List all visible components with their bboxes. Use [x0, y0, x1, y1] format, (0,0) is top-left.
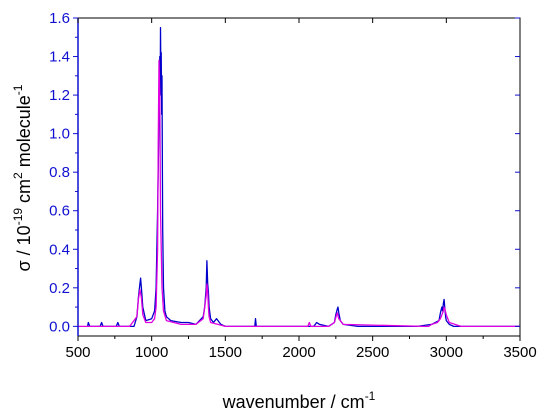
x-axis-label-sup: -1: [365, 389, 376, 403]
x-tick-label: 1000: [135, 344, 168, 361]
x-tick-label: 3500: [503, 344, 536, 361]
y-tick-label: 1.4: [49, 49, 70, 66]
y-tick-label: 1.0: [49, 126, 70, 143]
x-tick-label: 3000: [430, 344, 463, 361]
y-label-sup-3: -1: [11, 84, 25, 95]
y-label-part-2: cm: [14, 179, 34, 208]
y-tick-label: 1.2: [49, 87, 70, 104]
y-axis-label: σ / 10-19 cm2 molecule-1: [11, 84, 34, 271]
y-label-part-1: σ / 10: [14, 225, 34, 271]
x-tick-label: 2000: [282, 344, 315, 361]
series-line-2: [78, 59, 520, 328]
plot-frame: [77, 17, 521, 337]
y-tick-label: 0.4: [49, 241, 70, 258]
x-tick-label: 1500: [209, 344, 242, 361]
y-label-sup-1: -19: [11, 208, 25, 226]
y-label-sup-2: 2: [11, 172, 25, 179]
series-line-1: [86, 26, 520, 328]
x-tick-label: 2500: [356, 344, 389, 361]
y-axis-ticks: 0.0 0.2 0.4 0.6 0.8 1.0 1.2 1.4 1.6: [49, 10, 520, 335]
y-tick-label: 0.6: [49, 203, 70, 220]
series-layer: [78, 26, 520, 328]
x-axis-label: wavenumber / cm-1: [222, 389, 376, 412]
x-axis-ticks: 500 1000 1500 2000 2500 3000 3500: [65, 18, 537, 361]
y-tick-label: 0.2: [49, 280, 70, 297]
x-axis-label-text: wavenumber / cm: [222, 392, 365, 412]
x-tick-label: 500: [65, 344, 90, 361]
y-tick-label: 0.0: [49, 318, 70, 335]
y-tick-label: 1.6: [49, 10, 70, 27]
y-label-part-3: molecule: [14, 95, 34, 172]
y-tick-label: 0.8: [49, 164, 70, 181]
